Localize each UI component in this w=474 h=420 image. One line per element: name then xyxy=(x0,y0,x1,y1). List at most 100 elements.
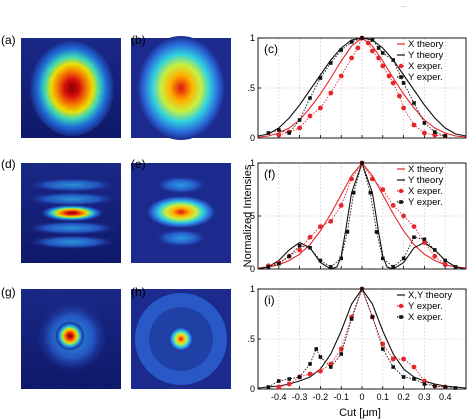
legend-entry: X theory xyxy=(408,39,444,50)
data-point xyxy=(266,265,271,269)
data-point xyxy=(422,240,427,245)
legend-entry: Y exper. xyxy=(408,301,443,312)
data-point xyxy=(307,371,313,377)
data-point xyxy=(349,176,354,182)
y-tick-label: .5 xyxy=(247,334,255,344)
panel-label: (a) xyxy=(1,33,16,47)
data-point xyxy=(443,258,447,263)
data-point xyxy=(433,248,437,252)
image-panel-a: (a) xyxy=(1,33,121,138)
data-point xyxy=(401,105,406,111)
data-point xyxy=(443,134,447,138)
data-point xyxy=(308,96,312,100)
data-point xyxy=(277,128,281,132)
data-point xyxy=(329,61,333,65)
data-point xyxy=(391,265,395,269)
data-point xyxy=(297,118,302,122)
data-point xyxy=(390,356,396,362)
series-line xyxy=(278,37,446,137)
y-tick-label: .5 xyxy=(247,83,255,93)
legend-marker xyxy=(399,75,403,79)
legend-marker xyxy=(399,200,403,204)
panel-label: (c) xyxy=(264,42,278,56)
data-point xyxy=(370,315,375,319)
legend-entry: Y exper. xyxy=(408,72,443,83)
data-point xyxy=(349,40,354,44)
data-point xyxy=(360,161,364,165)
series-line xyxy=(268,161,456,268)
data-point xyxy=(351,190,356,195)
data-point xyxy=(339,48,343,52)
data-point xyxy=(328,90,334,96)
x-tick-label: 0 xyxy=(359,392,364,402)
data-point xyxy=(411,122,417,128)
data-point xyxy=(380,63,386,69)
data-point xyxy=(442,262,448,268)
data-point xyxy=(411,224,417,230)
data-point xyxy=(277,261,281,266)
data-point xyxy=(453,265,458,269)
legend-entry: Y exper. xyxy=(408,197,443,208)
data-point xyxy=(277,379,281,383)
panel-label: (f) xyxy=(264,167,275,181)
shared-xlabel: Cut [μm] xyxy=(339,407,381,419)
legend-entry: X,Y theory xyxy=(408,290,452,301)
legend-marker xyxy=(398,303,404,309)
data-point xyxy=(433,384,437,388)
data-point xyxy=(297,243,302,248)
data-point xyxy=(339,352,343,356)
data-point xyxy=(412,101,416,105)
data-point xyxy=(401,356,406,362)
data-point xyxy=(329,365,333,369)
data-point xyxy=(422,130,427,136)
x-tick-label: -0.4 xyxy=(271,392,287,402)
panel-label: (e) xyxy=(131,157,146,171)
data-point xyxy=(381,51,385,55)
data-point xyxy=(318,355,323,359)
data-point xyxy=(390,80,396,86)
data-point xyxy=(287,254,291,259)
image-panel-e: (e) xyxy=(131,157,231,263)
data-point xyxy=(349,55,354,61)
panel-label: (b) xyxy=(131,33,146,47)
data-point xyxy=(287,131,291,135)
data-point xyxy=(412,377,416,381)
data-point xyxy=(338,346,344,352)
x-tick-label: 0.4 xyxy=(439,392,452,402)
panel-label: (g) xyxy=(1,285,16,299)
data-point xyxy=(307,234,313,240)
shared-ylabel: Normalized Intensies xyxy=(242,164,254,267)
data-point xyxy=(360,287,364,291)
image-panel-d: (d) xyxy=(1,157,121,263)
panel-label: (i) xyxy=(264,293,275,307)
data-point xyxy=(381,256,385,261)
legend-entry: X exper. xyxy=(408,61,443,72)
data-point xyxy=(318,105,323,111)
data-point xyxy=(318,258,323,263)
x-tick-label: -0.1 xyxy=(333,392,349,402)
data-point xyxy=(276,132,282,138)
data-point xyxy=(391,365,395,369)
data-point xyxy=(329,265,333,269)
data-point xyxy=(297,247,302,253)
y-tick-label: 0 xyxy=(250,133,255,143)
data-point xyxy=(338,73,344,79)
data-point xyxy=(308,362,312,366)
data-point xyxy=(314,347,319,351)
data-point xyxy=(297,125,302,131)
legend-marker xyxy=(398,63,404,69)
legend-entry: X exper. xyxy=(408,186,443,197)
data-point xyxy=(307,113,313,119)
legend-entry: Y theory xyxy=(408,50,443,61)
data-point xyxy=(318,368,323,374)
data-point xyxy=(422,121,427,125)
legend-entry: X exper. xyxy=(408,312,443,323)
data-point xyxy=(401,213,406,219)
data-point xyxy=(432,253,438,259)
x-tick-label: 0.2 xyxy=(397,392,410,402)
data-point xyxy=(345,230,350,234)
data-point xyxy=(433,130,437,134)
